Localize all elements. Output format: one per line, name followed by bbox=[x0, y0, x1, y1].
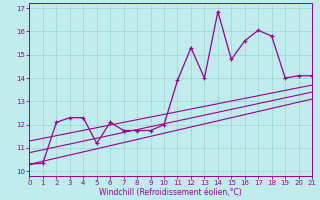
X-axis label: Windchill (Refroidissement éolien,°C): Windchill (Refroidissement éolien,°C) bbox=[100, 188, 242, 197]
